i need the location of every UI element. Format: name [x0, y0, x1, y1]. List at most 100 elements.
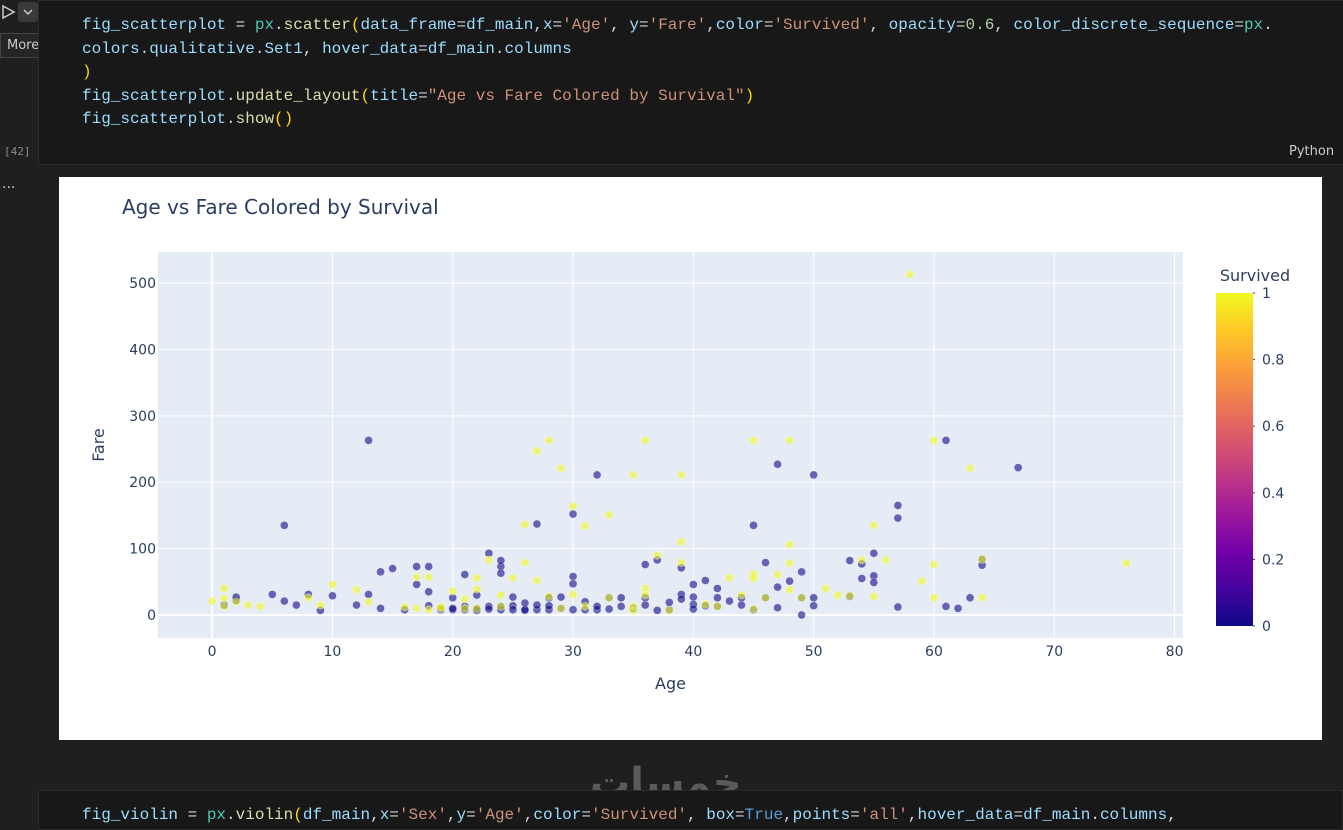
- point: [677, 537, 686, 547]
- code-token: .: [254, 39, 265, 58]
- point: [472, 584, 481, 594]
- code-token: x: [379, 806, 390, 824]
- code-token: columns: [504, 39, 572, 58]
- point: [965, 464, 975, 473]
- run-dropdown[interactable]: [18, 2, 38, 22]
- point: [568, 579, 578, 588]
- code-line: ): [82, 61, 1273, 85]
- code-token: =: [456, 16, 467, 34]
- code-token: scatter: [283, 16, 351, 34]
- point: [244, 600, 253, 610]
- point: [917, 577, 927, 586]
- code-token: =: [178, 806, 207, 824]
- code-line: fig_scatterplot.show(): [82, 108, 1273, 132]
- point: [641, 436, 650, 445]
- colorbar: [1216, 293, 1253, 626]
- point: [689, 604, 698, 614]
- point: [580, 602, 590, 611]
- point: [653, 606, 662, 615]
- code-token: =: [389, 806, 399, 824]
- code-token: ,: [533, 16, 543, 34]
- point: [641, 590, 650, 600]
- code-token: 0.6: [965, 16, 995, 34]
- point: [701, 576, 710, 585]
- point: [568, 590, 578, 599]
- code-token: fig_scatterplot: [82, 86, 227, 105]
- x-tick-label: 20: [444, 644, 462, 660]
- point: [977, 593, 987, 602]
- point: [424, 605, 433, 614]
- plot-area: [158, 252, 1183, 638]
- point: [604, 510, 614, 519]
- y-tick-label: 0: [147, 608, 156, 624]
- point: [232, 597, 241, 606]
- x-axis-title: Age: [655, 674, 686, 693]
- code-line: fig_violin = px.violin(df_main,x='Sex',y…: [82, 804, 1177, 828]
- point: [412, 573, 421, 582]
- code-token: .: [226, 110, 236, 129]
- point: [773, 570, 782, 579]
- y-axis-title: Fare: [89, 428, 108, 462]
- point: [929, 593, 939, 602]
- code-line: fig_violin = px.violin(df_main,x='Sex',y…: [82, 804, 1177, 828]
- code-token: ,: [907, 806, 918, 824]
- code-cell[interactable]: [38, 0, 1343, 165]
- code-token: y: [456, 806, 467, 824]
- point: [893, 513, 903, 523]
- code-token: True: [744, 806, 784, 824]
- code-token: "Age vs Fare Colored by Survival": [427, 86, 745, 105]
- point: [869, 521, 878, 530]
- code-line: colors.qualitative.Set1, hover_data=df_m…: [82, 38, 1273, 62]
- code-token: data_frame: [360, 16, 457, 34]
- point: [424, 562, 433, 571]
- code-token: colors: [82, 39, 140, 58]
- point: [857, 574, 866, 583]
- point: [436, 602, 445, 612]
- code-line: fig_scatterplot.update_layout(title="Age…: [82, 85, 1273, 109]
- code-token: y: [629, 16, 639, 34]
- point: [677, 558, 686, 567]
- language-label[interactable]: Python: [1289, 144, 1335, 159]
- point: [821, 584, 830, 593]
- point: [1122, 559, 1131, 568]
- code-token: =: [955, 16, 966, 34]
- run-button[interactable]: [0, 1, 18, 23]
- point: [833, 590, 842, 600]
- x-tick-label: 50: [805, 644, 823, 660]
- point: [508, 592, 518, 602]
- point: [785, 436, 794, 445]
- point: [496, 602, 506, 611]
- code-token: ,: [1167, 806, 1177, 824]
- point: [280, 596, 289, 606]
- point: [328, 591, 337, 600]
- x-tick-label: 60: [925, 644, 943, 660]
- code-token: df_main: [302, 806, 371, 824]
- point: [749, 574, 758, 583]
- output-menu[interactable]: ...: [2, 176, 16, 192]
- point: [629, 470, 638, 480]
- point: [785, 585, 794, 594]
- point: [460, 604, 469, 613]
- point: [725, 596, 734, 606]
- point: [496, 590, 506, 600]
- code-token: .: [226, 806, 236, 824]
- point: [617, 593, 626, 602]
- point: [761, 593, 770, 602]
- point: [677, 594, 686, 604]
- point: [953, 604, 963, 613]
- point: [785, 559, 794, 568]
- point: [568, 605, 578, 614]
- code-token: .: [1263, 16, 1273, 34]
- colorbar-tick-label: 0.4: [1262, 486, 1284, 502]
- code-token: =: [466, 806, 476, 824]
- code-token: .: [494, 39, 505, 58]
- point: [713, 602, 722, 611]
- point: [689, 592, 698, 602]
- code-token: update_layout: [235, 86, 361, 105]
- point: [929, 560, 939, 569]
- point: [941, 436, 951, 445]
- point: [376, 604, 385, 613]
- point: [737, 600, 746, 610]
- point: [364, 590, 373, 599]
- code-token: px: [1243, 16, 1264, 34]
